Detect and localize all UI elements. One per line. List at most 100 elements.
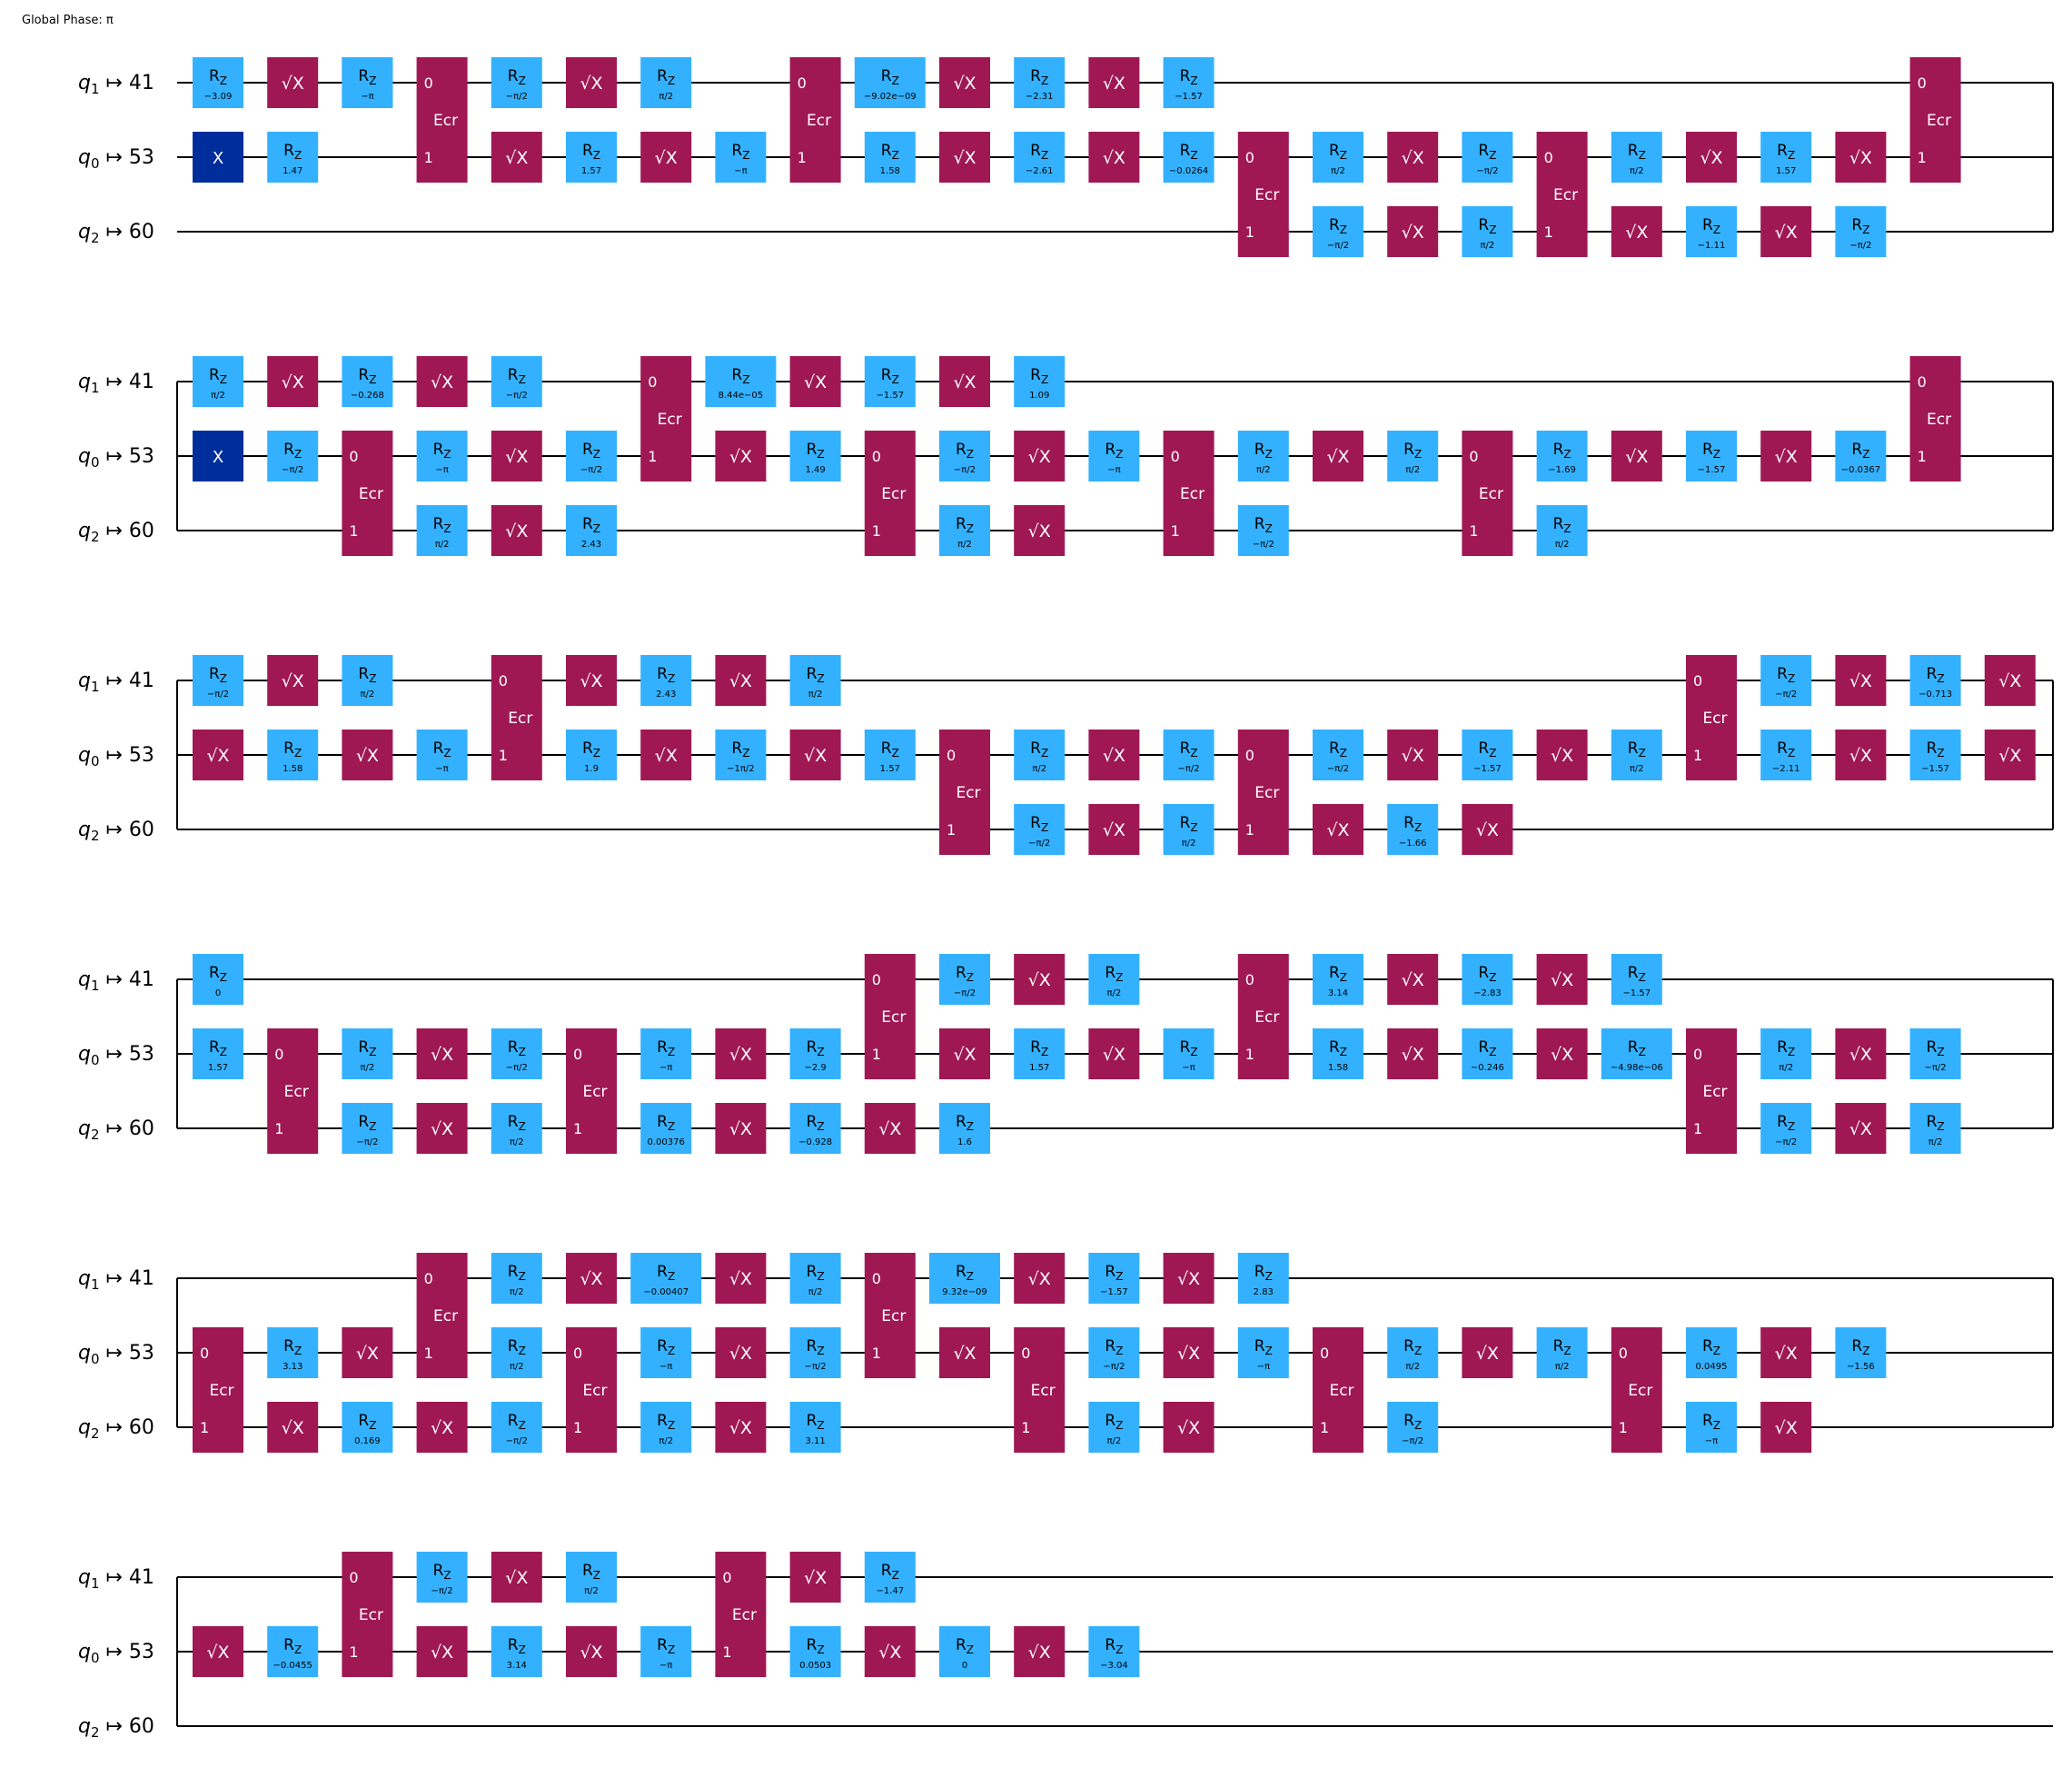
rz-angle: −π/2 xyxy=(1327,764,1349,774)
sx-box xyxy=(715,1253,767,1304)
rz-box xyxy=(267,730,319,780)
rz-angle: π/2 xyxy=(1107,988,1122,998)
ecr-port-label: 0 xyxy=(1918,373,1927,391)
rz-angle: −2.9 xyxy=(804,1063,826,1073)
rz-label: RZ xyxy=(508,1113,526,1133)
sx-box xyxy=(864,1103,916,1154)
rz-box xyxy=(1462,206,1513,257)
ecr-label: Ecr xyxy=(1031,1382,1056,1400)
rz-label: RZ xyxy=(1628,740,1646,759)
rz-label: RZ xyxy=(956,1113,974,1133)
wire-label: q0 ↦ 53 xyxy=(78,744,154,769)
rz-box xyxy=(1686,1327,1737,1378)
rz-label: RZ xyxy=(1030,1038,1048,1058)
ecr-box xyxy=(342,1552,393,1677)
rz-angle: −1.47 xyxy=(876,1586,904,1596)
sx-box xyxy=(715,1028,767,1079)
rz-angle: 9.32e−09 xyxy=(942,1287,987,1297)
rz-label: RZ xyxy=(1105,1337,1123,1357)
sx-label: √X xyxy=(1551,970,1573,990)
sx-box xyxy=(715,1327,767,1378)
ecr-port-label: 1 xyxy=(1171,522,1180,540)
rz-box xyxy=(1909,730,1961,780)
ecr-box xyxy=(864,1253,916,1378)
ecr-port-label: 0 xyxy=(1021,1345,1030,1362)
sx-box xyxy=(715,1402,767,1453)
ecr-label: Ecr xyxy=(1702,710,1727,728)
rz-gate: RZ π/2 xyxy=(1237,431,1289,481)
ecr-box xyxy=(715,1552,767,1677)
rz-label: RZ xyxy=(433,441,451,461)
rz-box xyxy=(1909,1028,1961,1079)
sx-gate: √X xyxy=(1462,804,1513,855)
sx-gate: √X xyxy=(1387,1028,1439,1079)
rz-label: RZ xyxy=(1553,1337,1571,1357)
ecr-gate: 0 1 Ecr xyxy=(1909,57,1961,183)
rz-gate: RZ −2.31 xyxy=(1014,57,1066,108)
rz-box xyxy=(1387,804,1439,855)
rz-label: RZ xyxy=(433,740,451,759)
sx-label: √X xyxy=(878,1643,901,1663)
rz-label: RZ xyxy=(1030,67,1048,87)
rz-gate: RZ −π/2 xyxy=(566,431,617,481)
rz-gate: RZ −π/2 xyxy=(1014,804,1066,855)
sx-gate: √X xyxy=(416,1028,468,1079)
rz-angle: π/2 xyxy=(1405,465,1420,475)
sx-gate: √X xyxy=(1387,730,1439,780)
sx-box xyxy=(789,1552,841,1603)
rz-box xyxy=(640,1103,692,1154)
sx-box xyxy=(566,1253,617,1304)
rz-label: RZ xyxy=(433,515,451,535)
rz-angle: −π/2 xyxy=(1028,839,1050,849)
sx-gate: √X xyxy=(715,1402,767,1453)
rz-angle: 1.57 xyxy=(880,764,900,774)
rz-gate: RZ −π/2 xyxy=(491,1402,542,1453)
rz-label: RZ xyxy=(508,1636,526,1656)
sx-label: √X xyxy=(1849,1119,1872,1139)
rz-label: RZ xyxy=(1478,1038,1496,1058)
rz-box xyxy=(640,1327,692,1378)
ecr-gate: 0 1 Ecr xyxy=(416,1253,468,1378)
rz-box xyxy=(1088,1626,1140,1677)
sx-box xyxy=(193,1626,243,1677)
sx-box xyxy=(566,57,617,108)
sx-gate: √X xyxy=(342,730,393,780)
rz-box xyxy=(1014,804,1066,855)
rz-gate: RZ −π xyxy=(640,1626,692,1677)
ecr-box xyxy=(1313,1327,1363,1453)
rz-label: RZ xyxy=(807,1337,825,1357)
ecr-label: Ecr xyxy=(359,485,383,503)
rz-label: RZ xyxy=(1030,142,1048,162)
ecr-port-label: 0 xyxy=(349,1569,358,1586)
rz-gate: RZ −1.57 xyxy=(1611,954,1662,1005)
rz-gate: RZ π/2 xyxy=(1909,1103,1961,1154)
ecr-port-label: 0 xyxy=(1320,1345,1329,1362)
rz-gate: RZ π/2 xyxy=(640,57,692,108)
sx-label: √X xyxy=(1476,1344,1499,1364)
ecr-box xyxy=(416,57,468,183)
rz-label: RZ xyxy=(1254,1263,1273,1283)
rz-angle: −1.66 xyxy=(1399,839,1427,849)
rz-label: RZ xyxy=(1478,142,1496,162)
sx-box xyxy=(342,730,393,780)
sx-gate: √X xyxy=(1088,132,1140,183)
sx-box xyxy=(1387,206,1439,257)
wire-label: q2 ↦ 60 xyxy=(78,819,154,844)
rz-box xyxy=(1014,730,1066,780)
sx-gate: √X xyxy=(1611,431,1662,481)
ecr-gate: 0 1 Ecr xyxy=(491,655,542,780)
rz-label: RZ xyxy=(358,1038,376,1058)
ecr-box xyxy=(1237,730,1289,855)
rz-gate: RZ π/2 xyxy=(193,356,243,407)
sx-box xyxy=(1014,431,1066,481)
rz-label: RZ xyxy=(283,740,302,759)
rz-gate: RZ π/2 xyxy=(1462,206,1513,257)
rz-label: RZ xyxy=(1180,67,1198,87)
ecr-port-label: 1 xyxy=(424,1345,433,1362)
rz-box xyxy=(491,1327,542,1378)
rz-label: RZ xyxy=(657,1113,675,1133)
rz-label: RZ xyxy=(1628,142,1646,162)
rz-angle: −4.98e−06 xyxy=(1611,1063,1663,1073)
sx-label: √X xyxy=(1775,223,1798,243)
sx-label: √X xyxy=(1849,148,1872,168)
